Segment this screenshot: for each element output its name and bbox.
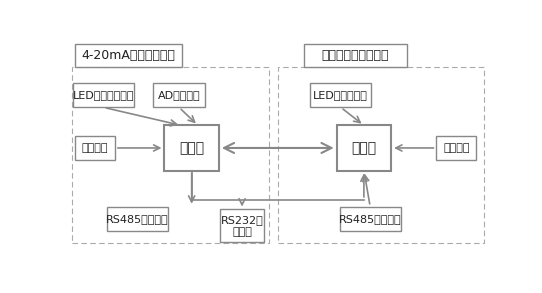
Text: LED液晶显示电路: LED液晶显示电路 [73, 90, 134, 100]
Bar [75, 136, 115, 160]
Bar [73, 83, 134, 107]
Bar [311, 83, 371, 107]
Bar [153, 83, 205, 107]
Bar [304, 44, 407, 67]
Text: 阀门控制及采集电路: 阀门控制及采集电路 [322, 49, 389, 62]
Bar [72, 67, 269, 243]
Text: 时馒电路: 时馒电路 [443, 143, 469, 153]
Text: 单片机: 单片机 [179, 141, 204, 155]
Bar [164, 125, 219, 171]
Bar [337, 125, 391, 171]
Bar [75, 44, 182, 67]
Bar [107, 207, 167, 231]
Bar [340, 207, 401, 231]
Text: RS485通讯电路: RS485通讯电路 [106, 214, 169, 224]
Text: AD采样电路: AD采样电路 [158, 90, 201, 100]
Text: LED灯锁存电路: LED灯锁存电路 [313, 90, 368, 100]
Text: 时馒电路: 时馒电路 [82, 143, 108, 153]
Text: RS485通讯电路: RS485通讯电路 [339, 214, 402, 224]
Text: 单片机: 单片机 [351, 141, 377, 155]
Text: RS232调
试电路: RS232调 试电路 [221, 215, 263, 237]
Bar [220, 209, 264, 242]
Bar [278, 67, 483, 243]
Text: 4-20mA信号产生电路: 4-20mA信号产生电路 [82, 49, 176, 62]
Bar [436, 136, 476, 160]
